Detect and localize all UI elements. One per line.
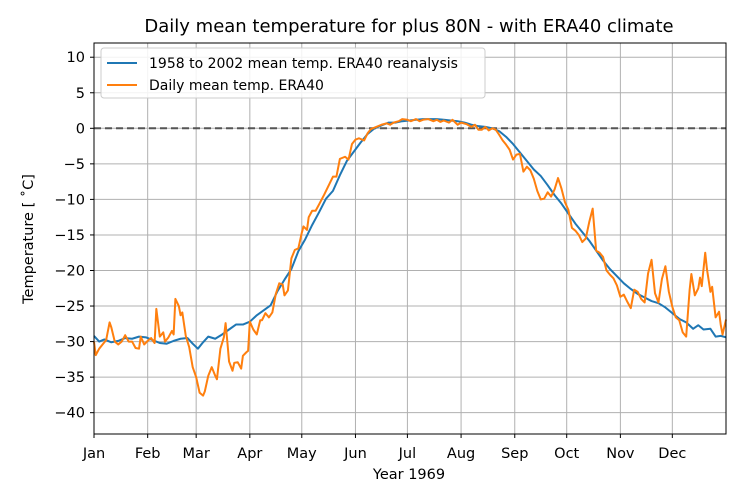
plot-frame [93,42,727,435]
y-tick-label: −5 [64,157,85,173]
y-tick-label: 10 [67,50,85,66]
x-tick-label: Apr [237,446,262,462]
x-tick-label: Jan [82,446,105,462]
series-line-2 [93,118,727,397]
x-tick-label: Dec [658,446,686,462]
y-tick-label: −25 [54,299,85,315]
x-tick-label: Feb [135,446,161,462]
legend-label: Daily mean temp. ERA40 [149,78,324,94]
y-tick-label: −40 [54,406,85,422]
y-tick-label: −30 [54,335,85,351]
legend: 1958 to 2002 mean temp. ERA40 reanalysis… [100,47,486,99]
grid [93,43,726,434]
series-lines [93,118,727,397]
x-tick-label: Nov [606,446,635,462]
x-axis-label: Year 1969 [372,467,445,483]
y-tick-label: −20 [54,263,85,279]
legend-label: 1958 to 2002 mean temp. ERA40 reanalysis [149,56,458,72]
y-tick-label: −10 [54,192,85,208]
x-tick-label: Jul [398,446,417,462]
y-tick-label: 5 [76,86,85,102]
x-tick-label: Jun [343,446,367,462]
y-tick-label: −35 [54,370,85,386]
y-axis-ticks: 10 5 0 −5 −10 −15 −20 −25 −30 −35 −40 [54,50,94,422]
x-tick-label: May [287,446,317,462]
x-tick-label: Mar [182,446,209,462]
x-tick-label: Aug [447,446,475,462]
y-tick-label: 0 [76,121,85,137]
y-axis-label: Temperature [ ˚C] [20,174,37,305]
x-tick-label: Oct [554,446,579,462]
chart-title: Daily mean temperature for plus 80N - wi… [144,16,673,37]
x-tick-label: Sep [501,446,528,462]
y-tick-label: −15 [54,228,85,244]
x-axis-ticks: Jan Feb Mar Apr May Jun Jul Aug Sep Oct Nov Dec [82,434,686,462]
legend-box [100,47,486,99]
